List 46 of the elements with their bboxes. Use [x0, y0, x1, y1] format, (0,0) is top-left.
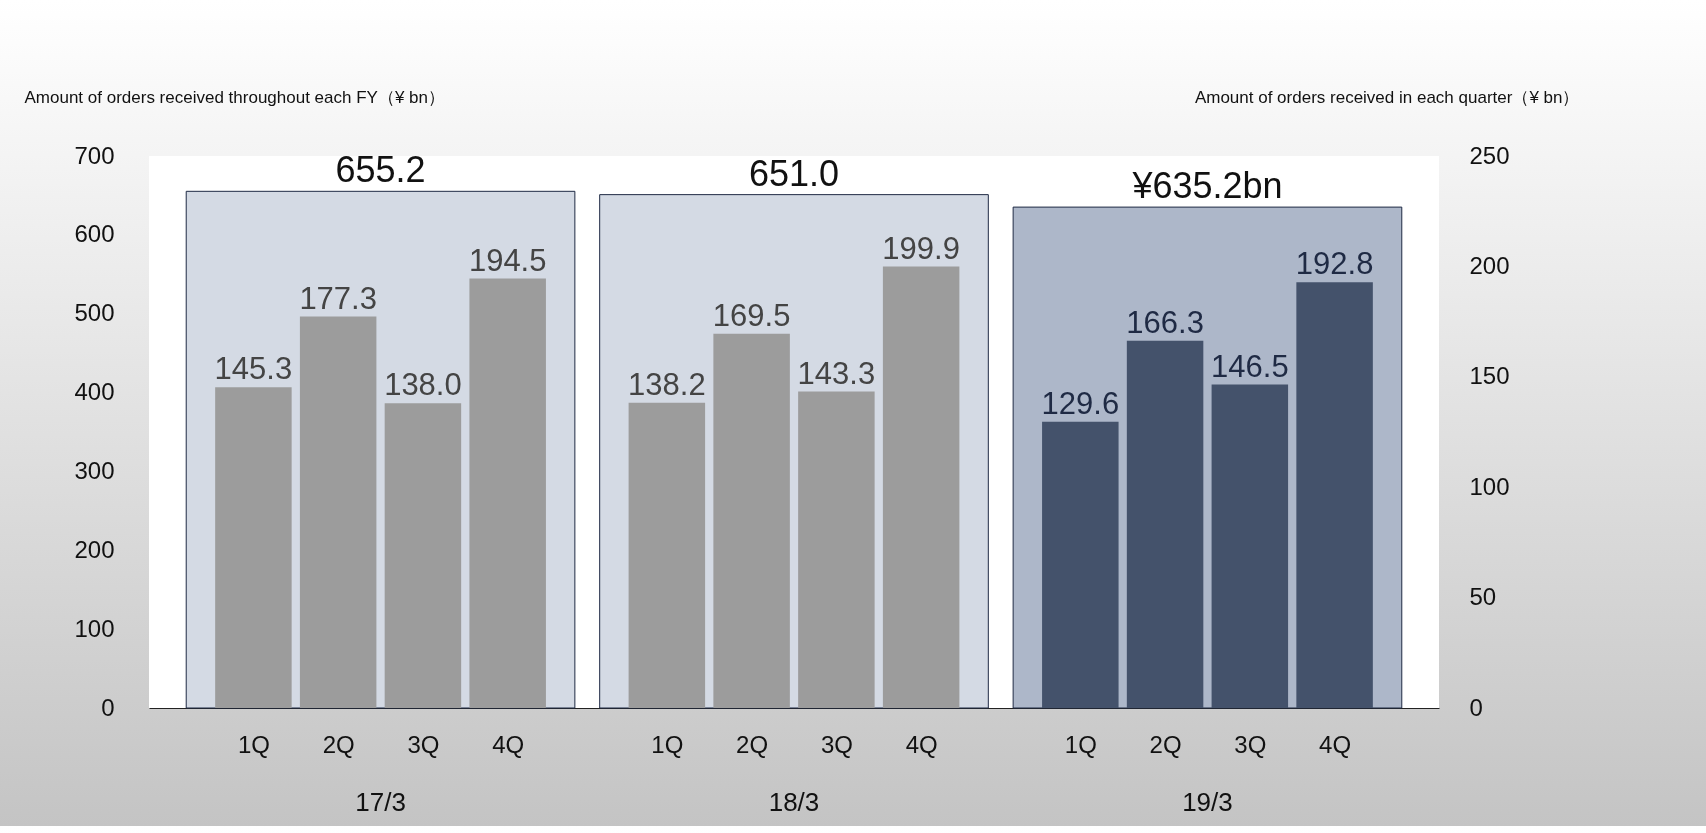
y-tick-label: 600	[74, 220, 115, 248]
data-label: 143.3	[797, 355, 876, 391]
x-tick-label: 17/3	[355, 787, 406, 817]
y-tick-label: 700	[74, 141, 115, 169]
series-label: 1Q	[237, 730, 270, 758]
text: 4Q	[905, 730, 938, 758]
y-tick-label: 300	[74, 456, 115, 484]
y-tick-label: 500	[74, 299, 115, 327]
data-label: 199.9	[882, 230, 960, 266]
y2-tick-label: 100	[1469, 472, 1510, 500]
y-tick-label: 0	[101, 693, 115, 721]
data-label: 145.3	[214, 351, 293, 387]
series-label: 2Q	[322, 730, 355, 758]
y2-tick-label: 250	[1469, 141, 1510, 169]
y2-axis-title: Amount of orders received in each quarter（¥ bn）	[1194, 87, 1580, 107]
data-label: 655.2	[335, 149, 426, 191]
y2-tick-label: 200	[1469, 251, 1510, 279]
data-label: ¥635.2bn	[1131, 165, 1283, 207]
text: 3Q	[1234, 730, 1267, 758]
series-label: 4Q	[492, 730, 525, 758]
x-tick-label: 19/3	[1182, 787, 1233, 817]
data-label: 177.3	[299, 280, 377, 316]
data-label: 166.3	[1126, 304, 1204, 340]
text: 4Q	[1319, 730, 1352, 758]
data-label: 194.5	[468, 242, 547, 278]
y2-tick-label: 0	[1469, 693, 1483, 721]
text: 1Q	[651, 730, 684, 758]
y-tick-label: 400	[74, 378, 115, 406]
y2-tick-label: 150	[1469, 362, 1510, 390]
data-label: 651.0	[748, 152, 840, 194]
data-label: 138.0	[384, 367, 462, 403]
series-label: 3Q	[407, 730, 440, 758]
text: 1Q	[1064, 730, 1097, 758]
data-label: 138.2	[628, 366, 706, 402]
data-label: 146.5	[1211, 348, 1289, 384]
y-tick-label: 100	[74, 614, 115, 642]
y2-tick-label: 50	[1469, 583, 1497, 611]
data-label: 129.6	[1041, 385, 1120, 421]
data-label: 169.5	[712, 297, 791, 333]
y-axis-title: Amount of orders received throughout each FY（¥ bn）	[24, 87, 446, 107]
text: 3Q	[820, 730, 853, 758]
x-tick-label: 18/3	[768, 787, 820, 817]
text: 2Q	[736, 730, 769, 758]
text: 2Q	[1149, 730, 1182, 758]
data-label: 192.8	[1295, 246, 1374, 282]
y-tick-label: 200	[74, 535, 115, 563]
